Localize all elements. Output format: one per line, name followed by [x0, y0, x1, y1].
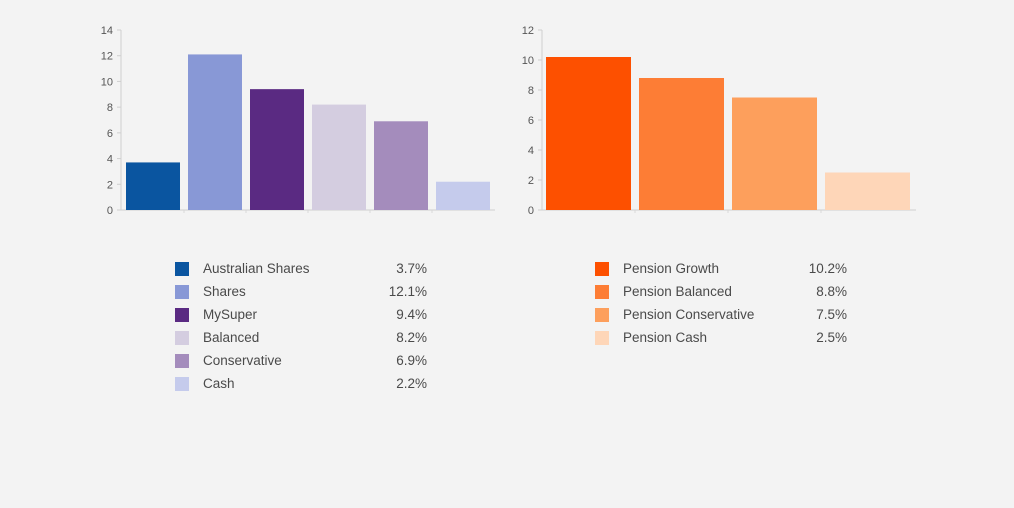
y-tick-label: 12	[522, 25, 534, 37]
legend-label: Pension Growth	[623, 261, 720, 276]
legend-item-shares: Shares 12.1%	[175, 280, 427, 303]
y-tick-label: 14	[101, 25, 113, 37]
bar-chart-pension-options: 0 2 4 6 8 10 12	[510, 18, 930, 223]
legend-swatch	[175, 261, 189, 276]
bar-chart-investment-options: 0 2 4 6 8 10 12 14	[95, 18, 505, 223]
legend-item-pension-conservative: Pension Conservative 7.5%	[595, 303, 847, 326]
y-tick-label: 4	[107, 154, 113, 166]
legend-item-pension-cash: Pension Cash 2.5%	[595, 326, 847, 349]
bar-shares	[188, 54, 242, 210]
legend-swatch	[595, 330, 609, 345]
bar-pension-conservative	[732, 97, 817, 210]
y-tick-label: 10	[522, 55, 534, 67]
bar-pension-cash	[825, 172, 910, 210]
legend-investment-options: Australian Shares 3.7% Shares 12.1% MySuper 9…	[175, 257, 427, 395]
bar-chart-left-svg: 0 2 4 6 8 10 12 14	[101, 25, 495, 217]
legend-value: 2.5%	[816, 330, 847, 345]
legend-pension-options: Pension Growth 10.2% Pension Balanced 8.8% P…	[595, 257, 847, 349]
legend-label: Cash	[203, 376, 235, 391]
legend-item-mysuper: MySuper 9.4%	[175, 303, 427, 326]
bar-cash	[436, 181, 490, 210]
y-tick-label: 0	[107, 205, 113, 217]
legend-value: 3.7%	[396, 261, 427, 276]
legend-item-cash: Cash 2.2%	[175, 372, 427, 395]
bar-pension-growth	[546, 57, 631, 210]
legend-value: 8.2%	[396, 330, 427, 345]
y-tick-label: 8	[107, 102, 113, 114]
y-tick-label: 6	[528, 115, 534, 127]
bar-balanced	[312, 104, 366, 210]
legend-item-balanced: Balanced 8.2%	[175, 326, 427, 349]
y-tick-label: 6	[107, 128, 113, 140]
legend-item-pension-balanced: Pension Balanced 8.8%	[595, 280, 847, 303]
y-tick-label: 0	[528, 205, 534, 217]
legend-label: Balanced	[203, 330, 260, 345]
legend-swatch	[175, 376, 189, 391]
legend-label: MySuper	[203, 307, 258, 322]
legend-swatch	[595, 261, 609, 276]
legend-swatch	[175, 330, 189, 345]
legend-swatch	[175, 307, 189, 322]
legend-label: Shares	[203, 284, 246, 299]
legend-value: 2.2%	[396, 376, 427, 391]
legend-value: 8.8%	[816, 284, 847, 299]
legend-swatch	[595, 284, 609, 299]
y-tick-label: 10	[101, 76, 113, 88]
legend-value: 7.5%	[816, 307, 847, 322]
legend-label: Australian Shares	[203, 261, 310, 276]
legend-label: Pension Balanced	[623, 284, 732, 299]
legend-swatch	[175, 284, 189, 299]
bar-mysuper	[250, 89, 304, 210]
legend-item-conservative: Conservative 6.9%	[175, 349, 427, 372]
legend-item-pension-growth: Pension Growth 10.2%	[595, 257, 847, 280]
legend-swatch	[595, 307, 609, 322]
legend-value: 10.2%	[808, 261, 847, 276]
bar-pension-balanced	[639, 78, 724, 210]
y-tick-label: 8	[528, 85, 534, 97]
legend-value: 12.1%	[388, 284, 427, 299]
y-tick-label: 4	[528, 145, 534, 157]
legend-value: 6.9%	[396, 353, 427, 368]
legend-value: 9.4%	[396, 307, 427, 322]
bar-australian-shares	[126, 162, 180, 210]
y-tick-label: 2	[107, 179, 113, 191]
legend-label: Pension Cash	[623, 330, 708, 345]
y-tick-label: 2	[528, 175, 534, 187]
bar-conservative	[374, 121, 428, 210]
bar-chart-right-svg: 0 2 4 6 8 10 12	[522, 25, 916, 217]
legend-label: Pension Conservative	[623, 307, 755, 322]
legend-item-australian-shares: Australian Shares 3.7%	[175, 257, 427, 280]
y-tick-label: 12	[101, 51, 113, 63]
legend-label: Conservative	[203, 353, 282, 368]
legend-swatch	[175, 353, 189, 368]
